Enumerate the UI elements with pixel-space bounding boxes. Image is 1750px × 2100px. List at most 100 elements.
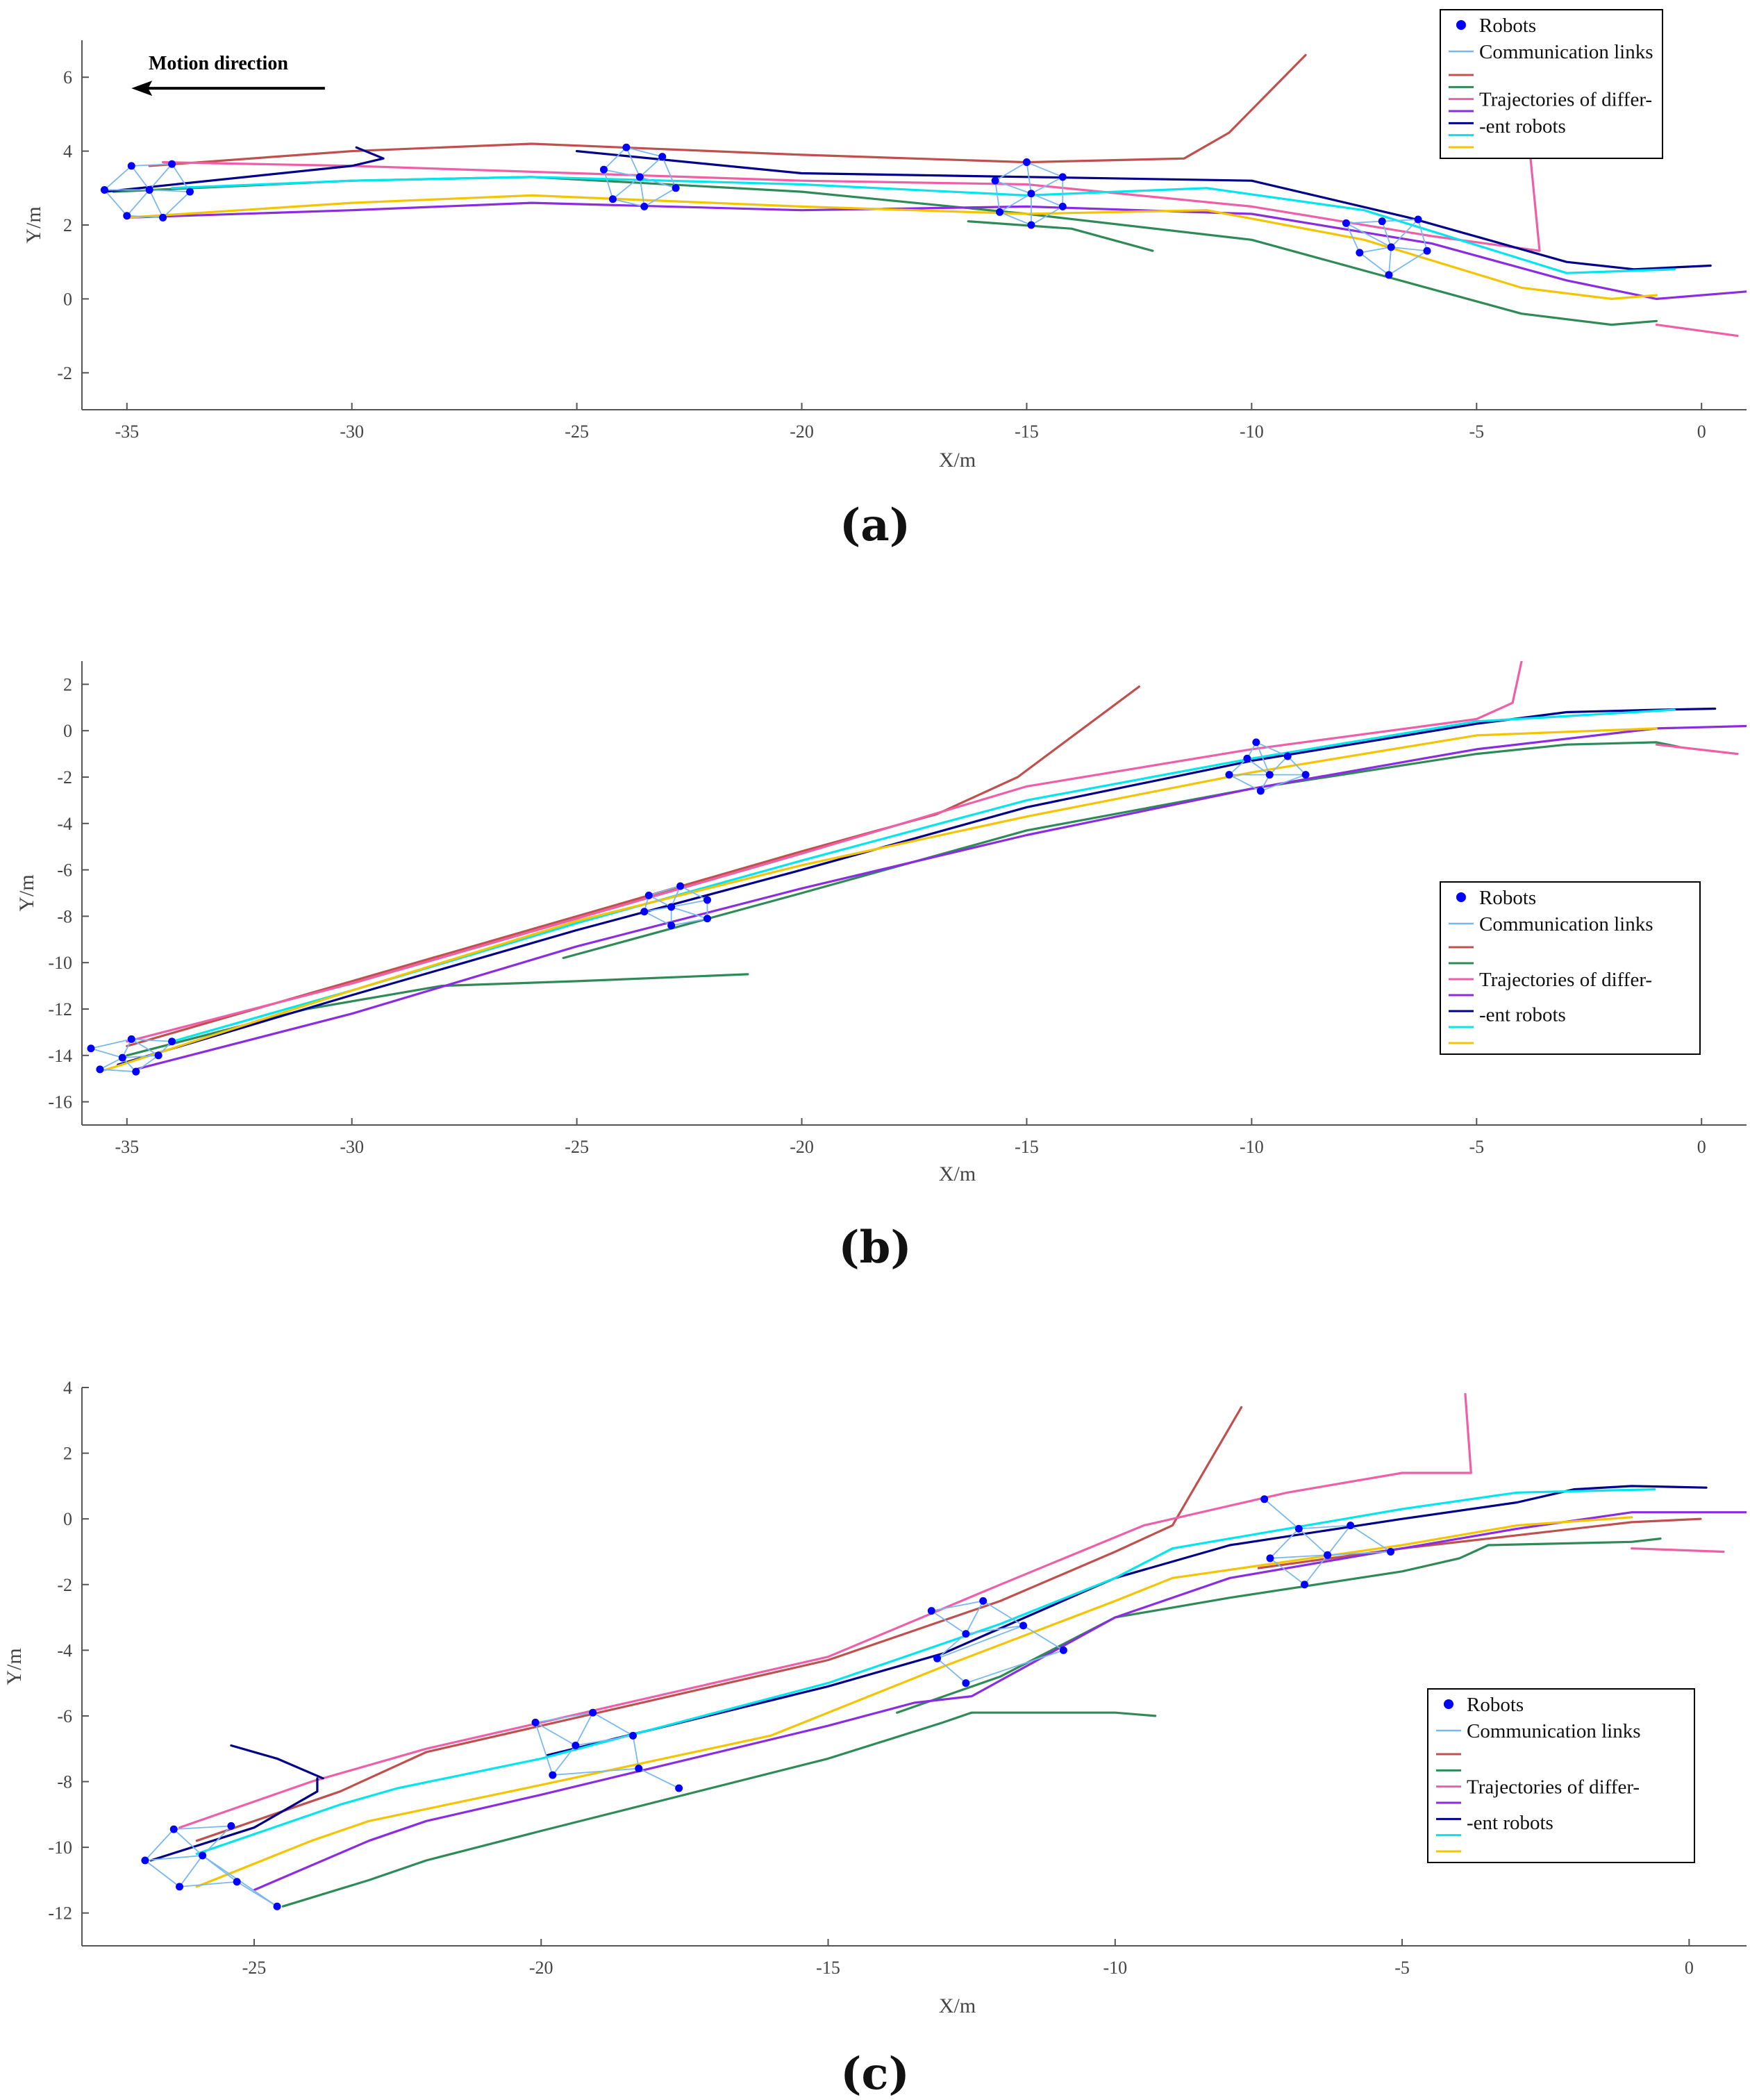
y-tick-label: -12 <box>48 999 72 1019</box>
robot-marker <box>1256 787 1265 795</box>
trajectory-line <box>126 685 1140 1047</box>
x-tick-label: -20 <box>790 422 814 442</box>
legend-trajectory-label-1: Trajectories of differ- <box>1479 969 1652 991</box>
trajectory-line <box>171 176 1676 274</box>
trajectory-line <box>230 1744 324 1780</box>
communication-link <box>612 176 640 200</box>
legend-trajectory-label-2: -ent robots <box>1467 1812 1553 1834</box>
robot-marker <box>991 176 999 185</box>
robot-marker <box>1347 1522 1355 1530</box>
communication-link <box>994 180 1032 194</box>
trajectory-line <box>148 53 1307 167</box>
x-axis-label: X/m <box>939 1162 976 1185</box>
communication-link <box>1390 219 1419 248</box>
trajectory-line <box>1655 324 1739 338</box>
communication-link <box>1023 1625 1064 1651</box>
communication-link <box>135 1055 159 1072</box>
x-tick-label: 0 <box>1697 1137 1706 1157</box>
x-tick-label: 0 <box>1685 1958 1694 1978</box>
formation <box>87 1035 176 1076</box>
legend-box <box>1440 9 1663 159</box>
trajectory-line <box>1257 1517 1702 1569</box>
communication-link <box>1247 758 1270 776</box>
legend: Robots Communication links Trajectories of… <box>1440 881 1701 1055</box>
robot-marker <box>273 1902 281 1910</box>
communication-link <box>178 1855 203 1888</box>
robot-marker <box>703 896 711 904</box>
formation <box>1225 738 1310 795</box>
robot-marker <box>996 208 1004 216</box>
communication-link <box>1031 206 1063 226</box>
communication-link <box>1350 1524 1392 1553</box>
communication-link <box>103 189 128 217</box>
communication-link <box>1326 1525 1351 1556</box>
panel-c: -25 -20 -15 -10 -5 0-12-10-8-6-4-2024X/mY/mRo… <box>3 1378 1747 2100</box>
communication-link <box>1346 222 1392 248</box>
legend-robots-label: Robots <box>1479 15 1536 37</box>
y-axis-label: Y/m <box>15 874 38 911</box>
y-tick-label: -2 <box>57 1575 72 1595</box>
robot-marker <box>962 1630 970 1638</box>
formation <box>531 1708 683 1792</box>
trajectory-line <box>117 707 1717 1066</box>
panel-label: (a) <box>840 499 910 551</box>
communication-link <box>179 1881 238 1888</box>
robot-marker <box>644 891 653 899</box>
y-tick-label: -10 <box>48 1838 72 1858</box>
communication-link <box>173 1828 203 1856</box>
robot-marker <box>608 195 617 203</box>
y-tick-label: -4 <box>57 814 72 834</box>
robot-marker <box>676 882 685 890</box>
y-tick-label: 0 <box>63 289 72 309</box>
communication-link <box>1359 247 1392 253</box>
trajectory-line <box>126 973 749 1057</box>
trajectory-line <box>1631 1547 1725 1553</box>
communication-link <box>122 1054 159 1059</box>
communication-link <box>965 1624 1024 1635</box>
communication-link <box>603 169 614 200</box>
communication-link <box>575 1735 633 1747</box>
robot-marker <box>549 1771 557 1779</box>
communication-link <box>638 1767 680 1789</box>
communication-link <box>1327 1551 1391 1556</box>
y-axis-label: Y/m <box>3 1648 26 1685</box>
legend-trajectory-label-2: -ent robots <box>1479 115 1566 138</box>
robot-marker <box>1378 217 1386 226</box>
robot-marker <box>176 1883 184 1891</box>
communication-link <box>632 1735 640 1769</box>
plot-area <box>100 53 1747 338</box>
communication-link <box>1026 161 1063 178</box>
communication-link <box>644 906 672 912</box>
x-tick-label: -25 <box>565 1137 589 1157</box>
formation <box>1260 1495 1395 1589</box>
motion-direction-label: Motion direction <box>149 53 288 74</box>
x-tick-label: -30 <box>340 422 364 442</box>
robot-marker <box>640 202 649 210</box>
communication-link <box>1388 247 1392 275</box>
communication-link <box>671 917 708 926</box>
trajectory-line <box>162 157 1541 252</box>
y-tick-label: 0 <box>63 1509 72 1529</box>
robot-marker <box>145 185 153 194</box>
y-tick-label: 4 <box>63 1378 72 1398</box>
communication-link <box>937 1625 1024 1660</box>
robot-marker <box>1385 271 1393 279</box>
communication-link <box>1031 192 1063 208</box>
trajectory-line <box>195 1516 1633 1888</box>
legend-trajectory-label-1: Trajectories of differ- <box>1479 89 1652 111</box>
robot-marker <box>1414 215 1422 224</box>
robot-marker <box>1387 1547 1395 1556</box>
formation <box>1342 215 1431 279</box>
x-tick-label: -25 <box>565 422 589 442</box>
y-tick-label: -2 <box>57 767 72 788</box>
robot-marker <box>1423 247 1431 255</box>
communication-link <box>535 1722 576 1747</box>
communication-link <box>1031 176 1063 194</box>
communication-link <box>575 1712 594 1746</box>
y-tick-label: -6 <box>57 860 72 881</box>
communication-link <box>1264 1499 1299 1530</box>
robot-marker <box>154 1051 162 1060</box>
formation <box>141 1822 281 1910</box>
communication-link <box>1299 1524 1351 1530</box>
x-tick-label: -10 <box>1240 1137 1264 1157</box>
